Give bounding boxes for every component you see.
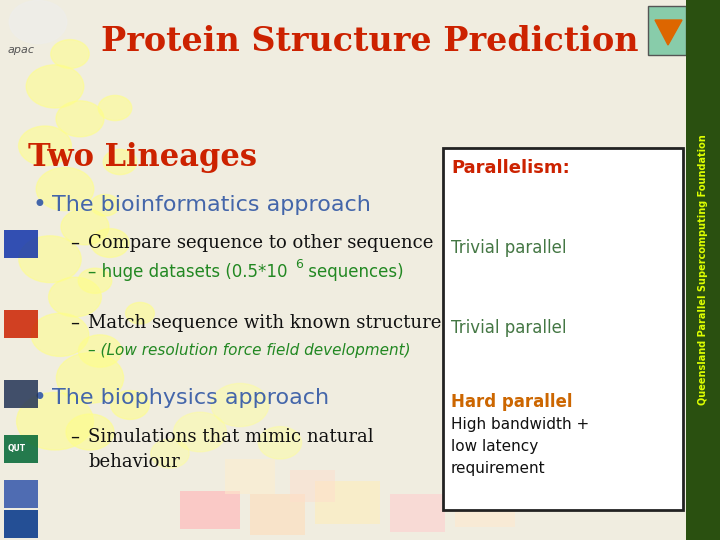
Polygon shape xyxy=(655,20,682,45)
Text: – (Low resolution force field development): – (Low resolution force field developmen… xyxy=(88,342,410,357)
Bar xyxy=(290,470,335,502)
Circle shape xyxy=(66,414,114,450)
Circle shape xyxy=(17,393,94,450)
Text: Simulations that mimic natural: Simulations that mimic natural xyxy=(88,428,374,446)
Text: High bandwidth +: High bandwidth + xyxy=(451,417,589,433)
Bar xyxy=(225,459,275,494)
Bar xyxy=(4,230,38,258)
Text: –: – xyxy=(70,314,79,332)
Bar xyxy=(4,510,38,538)
Bar xyxy=(180,491,240,529)
Circle shape xyxy=(174,412,226,452)
Text: •: • xyxy=(32,193,46,217)
Bar xyxy=(315,481,380,524)
Circle shape xyxy=(211,383,269,427)
Text: behaviour: behaviour xyxy=(88,453,180,471)
Circle shape xyxy=(91,194,120,216)
Text: Compare sequence to other sequence: Compare sequence to other sequence xyxy=(88,234,433,252)
Text: The biophysics approach: The biophysics approach xyxy=(52,388,329,408)
Bar xyxy=(443,148,683,510)
Text: Protein Structure Prediction: Protein Structure Prediction xyxy=(102,25,639,58)
Text: low latency: low latency xyxy=(451,440,539,455)
Text: –: – xyxy=(70,234,79,252)
Text: Queensland Parallel Supercomputing Foundation: Queensland Parallel Supercomputing Found… xyxy=(698,134,708,406)
Circle shape xyxy=(49,277,102,317)
Text: Trivial parallel: Trivial parallel xyxy=(451,319,567,337)
Circle shape xyxy=(125,302,154,324)
Text: –: – xyxy=(70,428,79,446)
Circle shape xyxy=(258,427,302,459)
Bar xyxy=(455,486,515,526)
Bar xyxy=(4,380,38,408)
Bar xyxy=(4,310,38,338)
Text: Trivial parallel: Trivial parallel xyxy=(451,239,567,257)
Circle shape xyxy=(56,353,124,403)
Text: sequences): sequences) xyxy=(303,263,404,281)
Circle shape xyxy=(56,101,104,137)
Text: The bioinformatics approach: The bioinformatics approach xyxy=(52,195,371,215)
Circle shape xyxy=(111,390,149,420)
Text: Parallelism:: Parallelism: xyxy=(451,159,570,177)
Bar xyxy=(4,480,38,508)
Bar xyxy=(390,494,445,532)
Bar xyxy=(250,494,305,535)
Circle shape xyxy=(19,126,71,166)
Circle shape xyxy=(78,268,112,293)
Text: Hard parallel: Hard parallel xyxy=(451,393,572,411)
Text: QUT: QUT xyxy=(8,444,26,454)
Text: •: • xyxy=(32,386,46,410)
Circle shape xyxy=(51,39,89,69)
Circle shape xyxy=(91,228,129,258)
Text: requirement: requirement xyxy=(451,462,546,476)
Circle shape xyxy=(26,65,84,108)
Circle shape xyxy=(19,236,81,282)
Text: Two Lineages: Two Lineages xyxy=(28,143,257,173)
Circle shape xyxy=(98,96,132,120)
Circle shape xyxy=(78,335,122,367)
FancyBboxPatch shape xyxy=(648,6,686,55)
Circle shape xyxy=(61,209,109,245)
Circle shape xyxy=(36,167,94,211)
Text: apac: apac xyxy=(8,45,35,55)
Text: Match sequence with known structure: Match sequence with known structure xyxy=(88,314,441,332)
Bar xyxy=(686,0,720,540)
Text: – huge datasets (0.5*10: – huge datasets (0.5*10 xyxy=(88,263,287,281)
Circle shape xyxy=(31,313,89,356)
Circle shape xyxy=(9,1,67,44)
Bar xyxy=(4,435,38,463)
Text: 6: 6 xyxy=(295,258,303,271)
Circle shape xyxy=(150,439,189,468)
Circle shape xyxy=(103,150,137,174)
